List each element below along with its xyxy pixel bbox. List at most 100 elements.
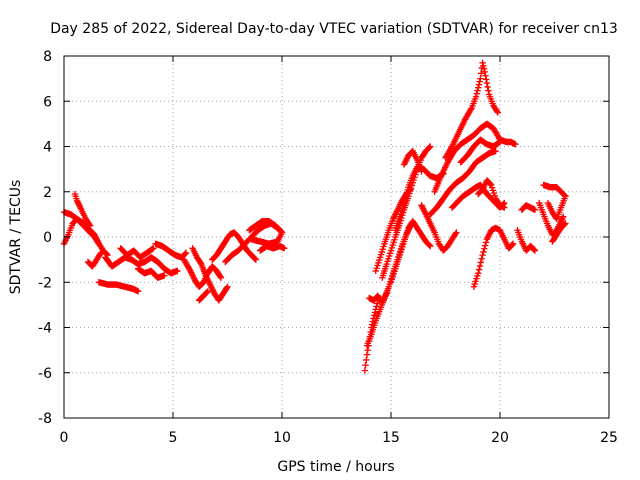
series-arc-08: [134, 265, 168, 281]
data-point: [478, 255, 485, 262]
data-point: [182, 250, 189, 257]
series-arc-12: [195, 288, 212, 304]
x-tick-label: 0: [60, 430, 69, 446]
data-point: [530, 246, 538, 254]
data-point: [501, 204, 508, 211]
data-point: [224, 283, 231, 290]
data-point: [363, 351, 371, 358]
series-arc-02: [60, 215, 103, 247]
data-point: [484, 83, 491, 91]
y-tick-label: -2: [38, 275, 52, 291]
series-arc-39: [549, 220, 569, 245]
data-point: [480, 65, 488, 73]
x-tick-label: 20: [491, 430, 509, 446]
series-arc-10: [180, 256, 225, 290]
y-tick-label: -8: [38, 411, 52, 427]
y-tick-label: -6: [38, 366, 52, 382]
series-arc-11: [189, 245, 231, 304]
series-arc-26: [427, 147, 499, 218]
y-tick-label: 8: [43, 49, 52, 65]
data-point: [483, 79, 491, 87]
data-point: [251, 255, 259, 263]
data-point: [480, 248, 487, 256]
data-point: [86, 222, 94, 229]
data-point: [494, 109, 502, 116]
x-tick-label: 10: [273, 430, 291, 446]
data-point: [252, 256, 260, 263]
data-point: [562, 193, 569, 200]
data-point: [477, 75, 484, 82]
data-point: [482, 76, 490, 83]
series-arc-28: [442, 59, 502, 162]
data-point: [509, 241, 516, 248]
data-point: [362, 362, 369, 369]
x-tick-labels: 0 5 10 15 20 25: [60, 430, 618, 446]
data-point: [474, 87, 481, 94]
data-point: [493, 108, 501, 115]
y-tick-label: 0: [43, 230, 52, 246]
data-point: [477, 259, 485, 266]
series-arc-15: [246, 217, 286, 247]
data-point: [426, 144, 433, 151]
data-point: [531, 247, 539, 254]
data-point: [86, 221, 93, 228]
data-point: [481, 68, 488, 76]
data-point: [280, 245, 288, 252]
data-point: [217, 274, 225, 281]
data-point: [95, 240, 103, 247]
data-point: [373, 300, 381, 307]
series-arc-33: [503, 138, 519, 148]
data-point: [217, 273, 224, 280]
data-point: [485, 87, 492, 94]
data-point: [97, 249, 105, 257]
data-point: [161, 272, 168, 279]
data-point: [492, 147, 499, 155]
data-point: [496, 138, 504, 146]
data-point: [426, 241, 433, 249]
chart-title: Day 285 of 2022, Sidereal Day-to-day VTE…: [50, 21, 618, 37]
data-point: [479, 59, 486, 66]
data-point: [96, 250, 104, 258]
data-point: [452, 230, 459, 238]
series-arc-34: [514, 227, 539, 254]
y-tick-label: -4: [38, 321, 52, 337]
data-point: [531, 206, 539, 214]
data-point: [477, 70, 485, 77]
data-point: [561, 221, 568, 228]
series-arc-07: [117, 245, 157, 261]
data-point: [473, 90, 480, 97]
data-point: [562, 220, 569, 227]
series-arc-30: [457, 136, 504, 166]
data-point: [383, 290, 390, 297]
series-arc-09: [152, 240, 190, 261]
data-point: [482, 239, 490, 246]
data-point: [427, 143, 434, 150]
data-point: [150, 245, 157, 252]
series-arc-32: [475, 177, 508, 211]
series-arc-03: [71, 190, 94, 229]
data-point: [472, 93, 480, 100]
data-point: [197, 259, 204, 267]
data-point: [94, 239, 102, 246]
data-point: [509, 240, 517, 247]
data-point: [560, 213, 567, 220]
series-arc-37: [540, 181, 569, 200]
data-point: [361, 367, 369, 374]
data-point: [475, 266, 483, 273]
data-point: [204, 288, 212, 295]
data-point: [481, 242, 489, 249]
data-point: [174, 267, 181, 275]
data-point: [427, 242, 434, 250]
y-tick-label: 2: [43, 185, 52, 201]
data-point: [248, 236, 255, 243]
x-axis-label: GPS time / hours: [277, 459, 394, 475]
axis-ticks: [63, 55, 610, 419]
data-point: [371, 309, 379, 316]
data-point: [363, 356, 370, 364]
x-tick-label: 25: [600, 430, 618, 446]
data-point: [480, 62, 487, 70]
series-arc-16: [257, 242, 288, 254]
data-point: [476, 78, 483, 85]
series-arc-05: [95, 279, 142, 295]
series-arc-04: [84, 249, 105, 270]
